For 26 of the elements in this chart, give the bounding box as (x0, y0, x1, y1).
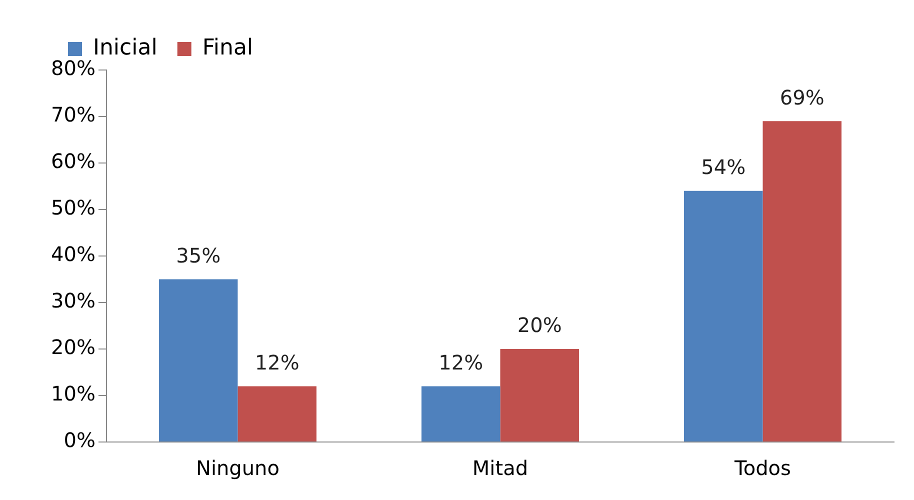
data-label: 69% (780, 85, 824, 110)
y-tick-label: 70% (51, 102, 96, 127)
bar (500, 349, 579, 442)
data-label: 20% (517, 313, 562, 338)
legend-label: Inicial (93, 36, 158, 61)
y-tick-label: 10% (51, 382, 96, 406)
y-tick-label: 80% (51, 56, 96, 80)
y-tick-label: 40% (51, 242, 96, 266)
bar (158, 279, 238, 442)
bar (684, 190, 763, 442)
x-tick-label: Ninguno (196, 456, 280, 480)
bar (421, 386, 500, 442)
y-tick-label: 50% (51, 196, 96, 220)
y-tick-label: 30% (51, 288, 96, 313)
y-tick-label: 20% (51, 335, 96, 360)
y-tick-label: 60% (51, 149, 96, 174)
data-label: 35% (176, 243, 221, 268)
x-tick-label: Todos (734, 456, 791, 480)
data-label: 12% (254, 350, 300, 374)
data-label: 12% (438, 350, 484, 374)
y-tick-label: 0% (64, 428, 96, 452)
bar (762, 121, 842, 442)
legend-label: Final (202, 36, 254, 61)
data-label: 54% (701, 155, 746, 180)
bar (238, 386, 316, 442)
x-tick-label: Mitad (472, 456, 528, 480)
